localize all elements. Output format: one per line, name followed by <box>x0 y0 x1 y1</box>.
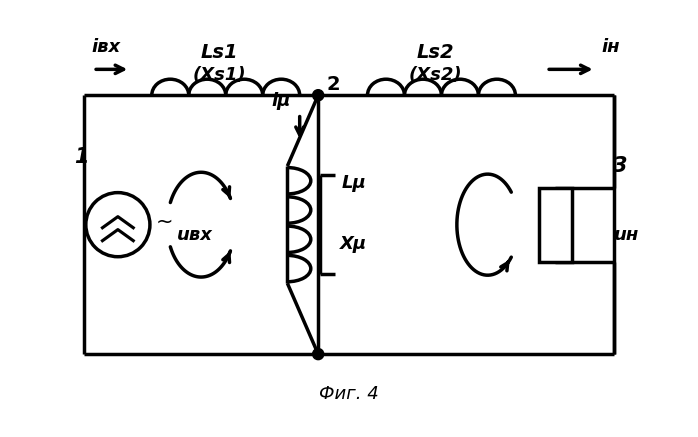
Text: 3: 3 <box>613 156 628 176</box>
Circle shape <box>313 90 324 101</box>
Bar <box>539 187 572 262</box>
Text: iвх: iвх <box>91 38 120 56</box>
Circle shape <box>86 193 150 257</box>
Text: Ls2: Ls2 <box>417 42 454 62</box>
Circle shape <box>313 349 324 360</box>
Text: uвх: uвх <box>177 226 213 244</box>
Bar <box>262 163 312 286</box>
Text: iμ: iμ <box>272 92 291 110</box>
Text: uн: uн <box>614 226 639 244</box>
Text: ~: ~ <box>156 212 173 232</box>
Text: (Xs2): (Xs2) <box>408 66 462 84</box>
Text: iн: iн <box>602 38 621 56</box>
Text: 1: 1 <box>73 147 88 167</box>
Text: Фиг. 4: Фиг. 4 <box>319 385 379 403</box>
Bar <box>539 187 572 262</box>
Text: (Xs1): (Xs1) <box>193 66 246 84</box>
Text: Xμ: Xμ <box>341 235 367 253</box>
Text: Lμ: Lμ <box>341 173 366 192</box>
Text: Ls1: Ls1 <box>201 42 239 62</box>
Text: 2: 2 <box>327 75 341 94</box>
